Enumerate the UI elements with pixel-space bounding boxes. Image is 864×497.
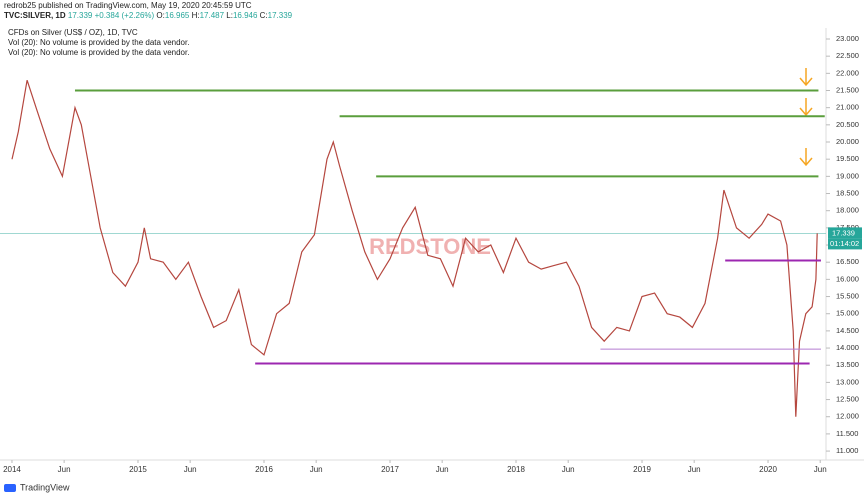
change: +0.384 (+2.26%): [95, 11, 155, 20]
x-tick-label: Jun: [562, 465, 575, 474]
x-tick-label: 2019: [633, 465, 651, 474]
y-tick-label: 21.500: [836, 85, 859, 94]
countdown: 01:14:02: [830, 239, 859, 248]
y-tick-label: 17.500: [836, 223, 859, 232]
y-tick-label: 12.500: [836, 395, 859, 404]
y-tick-label: 15.500: [836, 292, 859, 301]
ohlc-value: 16.965: [165, 11, 190, 20]
note: Vol (20): No volume is provided by the d…: [8, 38, 189, 47]
price-line: [11, 80, 818, 417]
y-tick-label: 19.000: [836, 171, 859, 180]
y-tick-label: 19.500: [836, 154, 859, 163]
y-tick-label: 18.500: [836, 189, 859, 198]
footer: TradingView: [20, 482, 70, 492]
x-tick-label: Jun: [814, 465, 827, 474]
x-tick-label: 2018: [507, 465, 525, 474]
ohlc-label: L:: [226, 11, 233, 20]
y-tick-label: 18.000: [836, 206, 859, 215]
logo: [4, 484, 16, 492]
countdown-box: [828, 238, 862, 250]
x-tick-label: Jun: [310, 465, 323, 474]
x-tick-label: Jun: [688, 465, 701, 474]
ohlc-value: 17.487: [200, 11, 225, 20]
arrows: [799, 68, 813, 167]
x-tick-label: Jun: [58, 465, 71, 474]
y-tick-label: 11.000: [836, 446, 858, 455]
ohlc-label: H:: [192, 11, 200, 20]
y-tick-label: 16.500: [836, 257, 859, 266]
y-tick-label: 14.000: [836, 343, 859, 352]
y-tick-label: 11.500: [836, 429, 858, 438]
instrument: CFDs on Silver (US$ / OZ), 1D, TVC: [8, 28, 138, 37]
ohlc-label: O:: [156, 11, 164, 20]
ohlc-value: 16.946: [233, 11, 258, 20]
last: 17.339: [68, 11, 93, 20]
y-tick-label: 13.000: [836, 377, 859, 386]
y-tick-label: 22.000: [836, 68, 859, 77]
watermark: REDSTONE: [369, 234, 491, 259]
x-tick-label: 2020: [759, 465, 777, 474]
y-tick-label: 20.500: [836, 120, 859, 129]
symbol-line: TVC:SILVER, 1D 17.339 +0.384 (+2.26%) O:…: [4, 11, 293, 20]
y-tick-label: 15.000: [836, 309, 859, 318]
symbol: TVC:SILVER, 1D: [4, 11, 66, 20]
x-tick-label: 2015: [129, 465, 147, 474]
y-tick-label: 12.000: [836, 412, 859, 421]
y-tick-label: 21.000: [836, 103, 859, 112]
y-tick-label: 14.500: [836, 326, 859, 335]
x-tick-label: Jun: [184, 465, 197, 474]
x-tick-label: Jun: [436, 465, 449, 474]
x-tick-label: 2016: [255, 465, 273, 474]
y-tick-label: 16.000: [836, 274, 859, 283]
y-tick-label: 23.000: [836, 34, 859, 43]
note: Vol (20): No volume is provided by the d…: [8, 48, 189, 57]
y-tick-label: 20.000: [836, 137, 859, 146]
last-price-box: [828, 227, 862, 239]
ohlc-label: C:: [260, 11, 268, 20]
x-tick-label: 2017: [381, 465, 399, 474]
last-price-label: 17.339: [832, 228, 855, 237]
y-tick-label: 13.500: [836, 360, 859, 369]
publisher: redrob25 published on TradingView.com, M…: [4, 1, 252, 10]
ohlc-value: 17.339: [268, 11, 293, 20]
y-tick-label: 22.500: [836, 51, 859, 60]
x-tick-label: 2014: [3, 465, 21, 474]
